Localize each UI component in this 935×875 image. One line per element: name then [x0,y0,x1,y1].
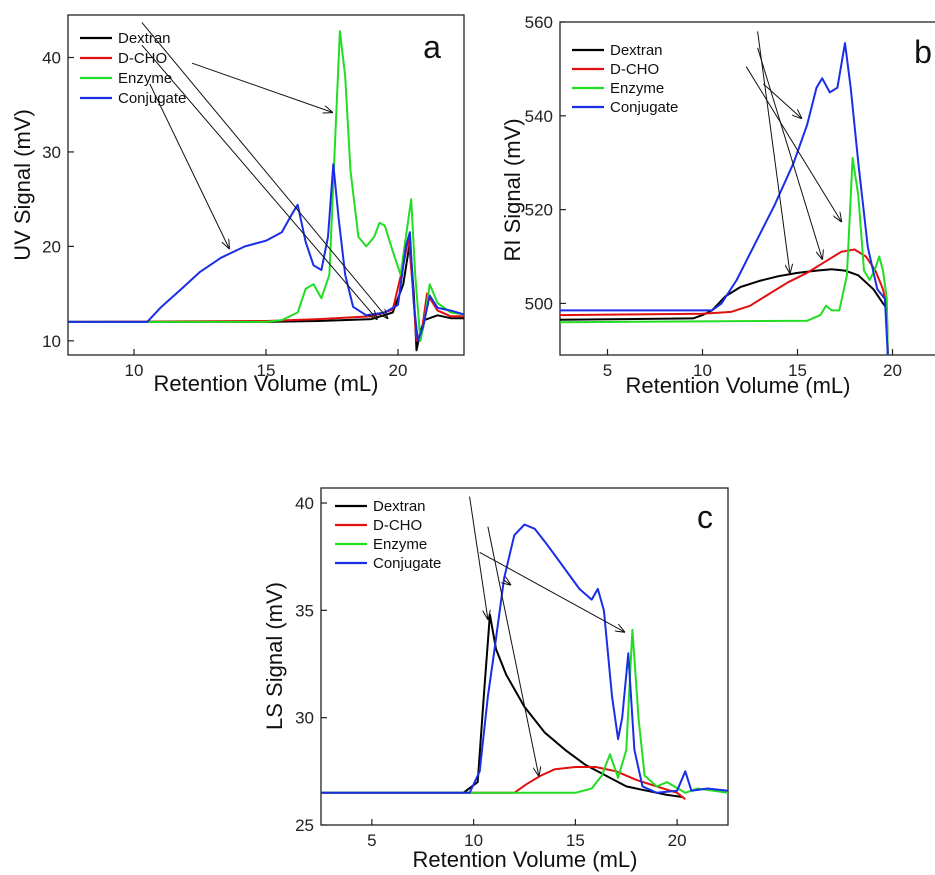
y-tick-label: 20 [42,237,61,256]
legend-label-dextran: Dextran [610,42,663,59]
y-tick-label: 25 [295,816,314,835]
x-tick-label: 20 [883,361,902,380]
legend: Dextran D-CHO Enzyme Conjugate [80,30,186,107]
annotation-arrows [745,31,841,273]
legend-label-dextran: Dextran [118,30,171,47]
tick-group: 10 15 20 10 20 30 40 [42,49,407,381]
series-group [321,523,728,800]
y-tick-label: 560 [525,13,553,32]
x-axis-title: Retention Volume (mL) [626,373,851,398]
arrow-dextran [141,22,388,319]
y-tick-label: 35 [295,601,314,620]
series-line-enzyme [560,157,889,355]
series-line-dextran [560,268,889,355]
arrow-d-cho [141,44,377,319]
legend-label-conjugate: Conjugate [610,99,678,116]
arrow-dextran [757,31,790,273]
legend-label-conjugate: Conjugate [373,555,441,572]
panel-letter: b [914,34,932,70]
y-tick-label: 40 [42,49,61,68]
y-tick-label: 30 [295,709,314,728]
legend-label-enzyme: Enzyme [610,80,664,97]
x-tick-label: 20 [389,361,408,380]
legend-label-enzyme: Enzyme [118,70,172,87]
series-group [560,42,889,355]
legend: Dextran D-CHO Enzyme Conjugate [335,498,441,572]
series-line-conjugate [321,523,728,794]
panel-c-ls-chart: 5 10 15 20 25 30 35 40 Dextran D-CHO Enzyme Conjug… [262,487,729,872]
arrow-d-cho [487,526,539,776]
series-line-conjugate [68,163,464,342]
annotation-arrows [141,22,388,320]
legend-label-enzyme: Enzyme [373,536,427,553]
legend-label-dextran: Dextran [373,498,426,515]
annotation-arrows [469,496,625,776]
panel-letter: a [423,29,441,65]
plot-frame [559,21,935,356]
series-line-conjugate [560,42,889,355]
legend-label-conjugate: Conjugate [118,90,186,107]
tick-group: 5 10 15 20 25 30 35 40 [295,494,687,850]
x-tick-label: 20 [668,831,687,850]
y-tick-label: 520 [525,201,553,220]
y-axis-title: RI Signal (mV) [500,118,525,261]
y-tick-label: 500 [525,294,553,313]
y-tick-label: 30 [42,143,61,162]
x-tick-label: 15 [566,831,585,850]
y-axis-title: UV Signal (mV) [10,109,35,261]
panel-a-uv-chart: 10 15 20 10 20 30 40 Dextran D-CHO Enzyme Conjuga… [10,14,465,396]
arrow-enzyme [479,551,624,631]
y-axis-title: LS Signal (mV) [262,582,287,730]
plot-frame [320,487,729,826]
legend-label-d-cho: D-CHO [118,50,167,67]
x-tick-label: 10 [464,831,483,850]
legend-label-d-cho: D-CHO [610,61,659,78]
panel-letter: c [697,499,713,535]
arrow-enzyme [191,62,332,112]
series-line-dextran [321,613,684,799]
x-tick-label: 5 [603,361,612,380]
arrow-conjugate [149,83,229,248]
x-axis-title: Retention Volume (mL) [413,847,638,872]
y-tick-label: 10 [42,332,61,351]
y-tick-label: 40 [295,494,314,513]
arrow-conjugate [762,83,801,118]
tick-group: 5 10 15 20 500 520 540 560 [525,13,902,380]
x-tick-label: 5 [367,831,376,850]
series-group [68,30,464,352]
y-tick-label: 540 [525,107,553,126]
panel-b-ri-chart: 5 10 15 20 500 520 540 560 Dextran D-CHO Enzyme Co… [500,13,935,398]
arrow-conjugate [504,580,510,584]
series-line-d-cho [560,248,889,355]
legend-label-d-cho: D-CHO [373,517,422,534]
arrow-enzyme [745,66,841,222]
x-tick-label: 10 [693,361,712,380]
x-tick-label: 15 [257,361,276,380]
x-tick-label: 10 [125,361,144,380]
x-axis-title: Retention Volume (mL) [154,371,379,396]
series-line-d-cho [321,766,686,800]
arrow-d-cho [757,47,823,259]
arrow-dextran [469,496,488,619]
x-tick-label: 15 [788,361,807,380]
series-line-enzyme [321,628,728,794]
legend: Dextran D-CHO Enzyme Conjugate [572,42,678,116]
